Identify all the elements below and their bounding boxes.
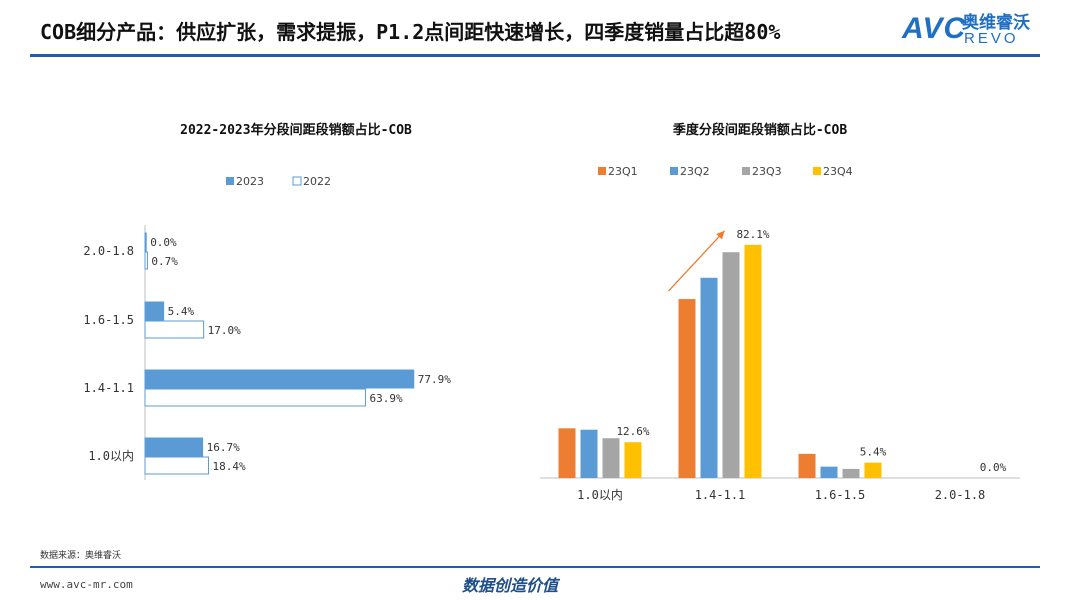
website-link[interactable]: www.avc-mr.com [40,578,133,591]
data-label-2022: 18.4% [212,460,245,473]
legend-label-23q3: 23Q3 [752,165,782,178]
data-label-23q4: 12.6% [616,425,649,438]
legend-label-2023: 2023 [236,175,264,188]
data-source-note: 数据来源：奥维睿沃 [40,551,122,561]
legend-swatch-23q2 [670,167,678,175]
bar-23q1 [558,428,576,478]
trend-arrow-line [668,230,725,292]
legend-label-23q2: 23Q2 [680,165,710,178]
legend-label-23q1: 23Q1 [608,165,638,178]
legend-swatch-23q3 [742,167,750,175]
data-label-2022: 17.0% [208,324,241,337]
footer-divider [30,566,1040,568]
legend-swatch-2023 [226,177,234,185]
bar-23q3 [842,468,860,478]
right-tick-label: 2.0-1.8 [935,488,986,502]
bar-23q4 [864,462,882,478]
left-tick-label: 2.0-1.8 [83,244,134,258]
right-chart-title: 季度分段间距段销额占比-COB [672,122,847,138]
bar-2022 [144,456,209,475]
bar-23q3 [602,438,620,478]
data-label-2023: 5.4% [168,305,195,318]
legend-label-23q4: 23Q4 [823,165,853,178]
right-tick-label: 1.0以内 [577,488,623,502]
data-label-2023: 0.0% [150,236,177,249]
bar-23q3 [722,252,740,478]
bar-2023 [144,232,147,252]
data-label-23q4: 0.0% [980,461,1007,474]
header-divider [30,54,1040,57]
bar-23q4 [744,244,762,478]
bar-2022 [144,251,148,270]
data-label-2023: 77.9% [418,373,451,386]
brand-logo-cn: 奥维睿沃 [962,13,1030,33]
trend-arrow-head [716,230,725,240]
left-chart-title: 2022-2023年分段间距段销额占比-COB [180,122,412,138]
brand-logo: AVC [902,12,967,45]
bar-23q1 [678,299,696,478]
brand-logo-en: REVO [964,30,1019,47]
bar-2022 [144,388,366,407]
right-tick-label: 1.4-1.1 [695,488,746,502]
bar-2023 [144,437,204,457]
bar-23q1 [798,453,816,478]
legend-swatch-23q1 [598,167,606,175]
bar-23q4 [624,442,642,478]
legend-label-2022: 2022 [303,175,331,188]
bar-2023 [144,301,165,321]
page-title: COB细分产品：供应扩张，需求提振，P1.2点间距快速增长，四季度销量占比超80… [40,20,781,44]
bar-23q2 [820,466,838,478]
legend-swatch-2022 [292,176,302,186]
data-label-2022: 63.9% [369,392,402,405]
legend-swatch-23q4 [813,167,821,175]
data-label-23q4: 5.4% [860,446,887,459]
bar-23q2 [700,277,718,478]
left-tick-label: 1.6-1.5 [83,313,134,327]
data-label-2022: 0.7% [151,255,178,268]
bar-2022 [144,320,205,339]
bar-2023 [144,369,415,389]
right-tick-label: 1.6-1.5 [815,488,866,502]
data-label-2023: 16.7% [207,441,240,454]
left-tick-label: 1.0以内 [88,449,134,463]
left-tick-label: 1.4-1.1 [83,381,134,395]
footer-slogan: 数据创造价值 [462,576,559,595]
data-label-23q4: 82.1% [736,228,769,241]
bar-23q2 [580,429,598,478]
